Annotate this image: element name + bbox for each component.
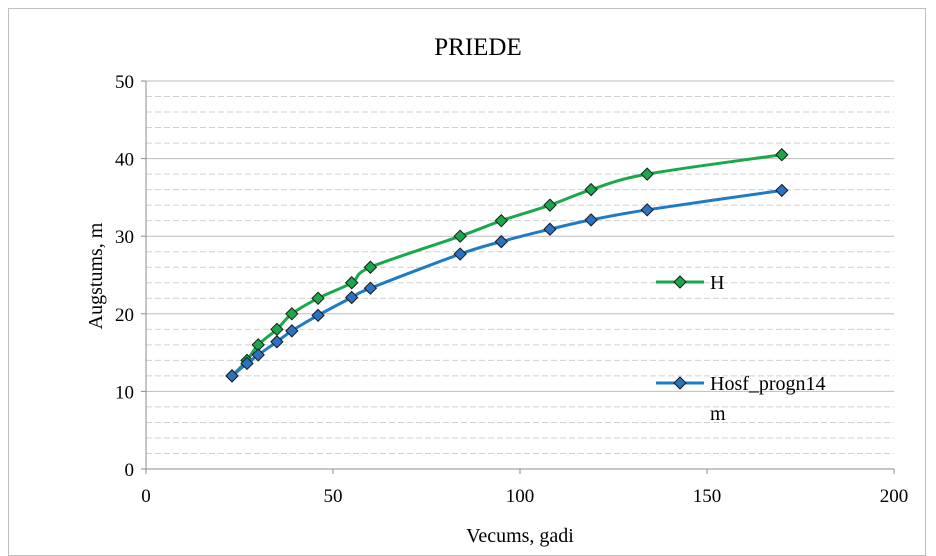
x-axis-ticks: 0 50 100 150 200 [141, 469, 908, 507]
legend-label-line2: m [710, 403, 726, 425]
y-tick-label: 30 [115, 227, 134, 248]
data-point [285, 324, 299, 338]
x-tick-label: 100 [506, 486, 535, 507]
x-tick-label: 50 [324, 486, 343, 507]
y-tick-label: 20 [115, 305, 134, 326]
data-point [251, 348, 265, 362]
data-point [584, 213, 598, 227]
data-point [363, 281, 378, 295]
data-point [240, 356, 254, 371]
data-point [453, 229, 467, 243]
chart-title: PRIEDE [434, 34, 522, 61]
data-point [584, 182, 598, 197]
data-point [775, 148, 789, 162]
data-point [311, 308, 325, 323]
data-point [543, 198, 557, 212]
series-line [230, 153, 783, 377]
axes [145, 81, 894, 470]
data-point [344, 276, 359, 290]
data-point [640, 167, 654, 181]
data-point [225, 369, 239, 383]
y-tick-label: 10 [115, 382, 134, 403]
data-point [285, 307, 299, 321]
data-point [494, 234, 509, 249]
data-point [344, 290, 359, 305]
legend-swatch-marker [673, 275, 687, 289]
y-axis-label: Augstums, m [85, 222, 107, 329]
y-tick-label: 40 [115, 150, 134, 171]
x-axis-label: Vecums, gadi [466, 525, 574, 547]
legend-label: H [710, 272, 724, 294]
data-point [640, 203, 654, 217]
y-tick-label: 50 [115, 72, 134, 93]
legend-label: Hosf_progn14 [710, 373, 826, 395]
data-point [775, 183, 789, 198]
data-point [311, 291, 325, 305]
x-tick-label: 150 [693, 486, 722, 507]
chart-frame [8, 8, 926, 556]
data-point [494, 213, 509, 228]
legend-item-1: H [656, 272, 724, 294]
data-point [270, 335, 284, 349]
data-point [363, 260, 378, 274]
grid [146, 80, 894, 454]
x-tick-label: 200 [880, 486, 909, 507]
series-1 [225, 148, 789, 383]
series-2 [225, 183, 789, 383]
series-group [225, 148, 789, 383]
y-axis-ticks: 0 10 20 30 40 50 [115, 72, 146, 481]
legend-swatch-marker [673, 376, 687, 390]
data-point [543, 222, 557, 236]
y-tick-label: 0 [125, 460, 135, 481]
x-tick-label: 0 [141, 486, 151, 507]
data-point [453, 247, 467, 261]
